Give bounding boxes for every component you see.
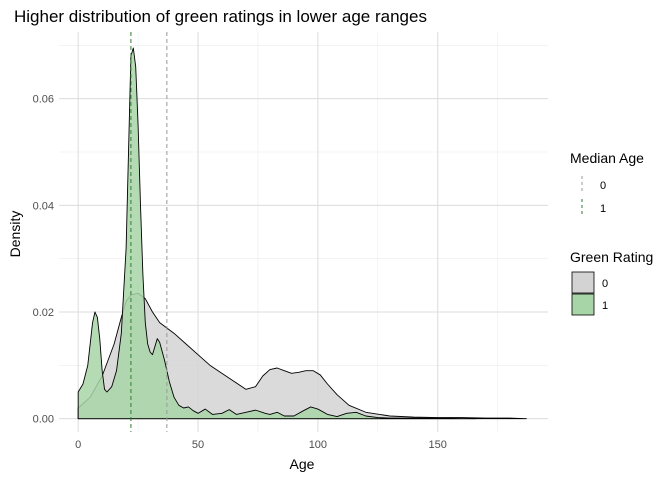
- density-areas: [77, 47, 527, 420]
- x-axis-title: Age: [290, 456, 315, 472]
- y-axis-ticks: 0.00 0.02 0.04 0.06: [33, 94, 54, 426]
- median-lines: [130, 32, 168, 432]
- legend-median-label-0: 0: [600, 180, 606, 192]
- legend-fill-title: Green Rating: [570, 249, 653, 265]
- x-tick-label: 150: [429, 439, 447, 451]
- chart-title: Higher distribution of green ratings in …: [14, 7, 427, 26]
- y-tick-label: 0.06: [33, 94, 54, 106]
- legend-fill-label-1: 1: [602, 300, 608, 312]
- y-tick-label: 0.04: [33, 200, 54, 212]
- x-tick-label: 100: [309, 439, 327, 451]
- legend-green-rating: Green Rating 0 1: [570, 249, 653, 316]
- x-axis-ticks: 0 50 100 150: [75, 439, 447, 451]
- legend-fill-key-1: [571, 293, 595, 316]
- y-axis-title: Density: [7, 211, 23, 258]
- legend-median-age: Median Age 0 1: [570, 150, 644, 217]
- legend-fill-key-0: [571, 271, 595, 294]
- y-tick-label: 0.00: [33, 414, 54, 426]
- legend-median-title: Median Age: [570, 150, 644, 166]
- x-tick-label: 0: [75, 439, 81, 451]
- legend-median-label-1: 1: [600, 203, 606, 215]
- density-area-1: [77, 47, 477, 420]
- y-tick-label: 0.02: [33, 307, 54, 319]
- legend-fill-label-0: 0: [602, 278, 608, 290]
- x-tick-label: 50: [192, 439, 204, 451]
